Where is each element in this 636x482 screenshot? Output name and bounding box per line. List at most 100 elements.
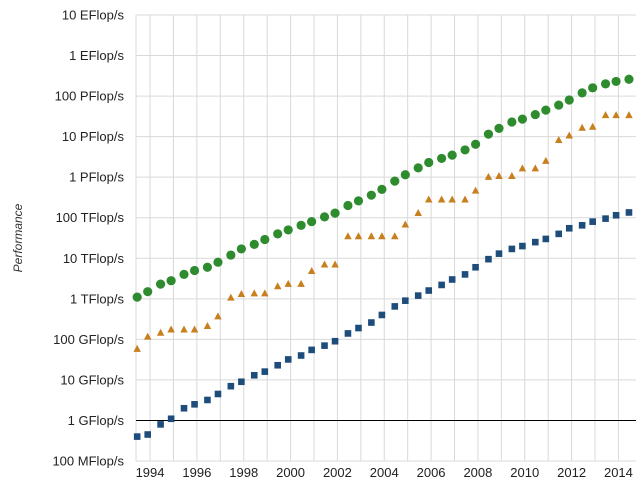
data-point-square xyxy=(167,415,175,423)
data-point-square xyxy=(144,431,152,438)
series-square xyxy=(133,209,633,440)
data-point-triangle xyxy=(448,195,456,203)
data-point-circle xyxy=(213,257,223,267)
data-point-square xyxy=(238,378,245,386)
data-point-square xyxy=(402,297,409,304)
data-point-triangle xyxy=(331,260,339,268)
data-point-triangle xyxy=(508,172,516,180)
x-axis-tick-labels: 1994 1996 1998 2000 2002 2004 2006 2008 2010 2012… xyxy=(136,465,633,480)
data-point-square xyxy=(461,271,469,278)
data-point-square xyxy=(344,330,352,337)
series-triangle xyxy=(133,111,633,352)
data-point-square xyxy=(625,209,633,216)
data-point-triangle xyxy=(354,232,363,240)
data-point-circle xyxy=(132,292,142,302)
data-point-triangle xyxy=(237,290,246,298)
data-point-circle xyxy=(483,129,494,139)
y-tick-label: 100 PFlop/s xyxy=(55,89,125,104)
data-point-circle xyxy=(437,153,447,164)
data-point-triangle xyxy=(531,164,540,172)
y-axis-title: Performance xyxy=(11,203,25,272)
data-point-circle xyxy=(611,76,621,87)
x-tick-label: 2004 xyxy=(370,465,399,480)
data-point-circle xyxy=(236,244,246,254)
data-point-square xyxy=(284,356,292,363)
data-point-square xyxy=(589,218,596,225)
data-point-triangle xyxy=(414,208,422,216)
data-point-square xyxy=(448,276,456,283)
data-point-circle xyxy=(307,217,317,227)
x-tick-label: 2012 xyxy=(557,465,586,480)
data-point-circle xyxy=(343,200,353,211)
y-tick-label: 100 MFlop/s xyxy=(52,454,124,469)
series-circle xyxy=(132,74,634,302)
data-point-square xyxy=(485,255,492,263)
data-point-triangle xyxy=(554,135,563,143)
data-point-triangle xyxy=(167,325,175,333)
data-point-triangle xyxy=(437,195,446,203)
x-tick-label: 2006 xyxy=(417,465,446,480)
data-point-triangle xyxy=(495,172,503,180)
y-tick-label: 1 GFlop/s xyxy=(68,413,125,428)
data-point-square xyxy=(250,371,258,379)
data-point-triangle xyxy=(227,293,235,301)
data-point-triangle xyxy=(297,279,305,287)
x-tick-label: 2010 xyxy=(510,465,539,480)
data-point-triangle xyxy=(180,325,188,333)
data-point-square xyxy=(321,342,328,349)
data-point-square xyxy=(204,396,211,404)
data-point-square xyxy=(542,235,550,243)
data-point-circle xyxy=(273,229,283,239)
data-point-circle xyxy=(517,114,528,124)
data-point-square xyxy=(612,211,620,219)
data-point-triangle xyxy=(190,325,199,333)
data-point-triangle xyxy=(143,332,152,340)
data-point-circle xyxy=(413,163,423,173)
data-point-triangle xyxy=(261,289,269,297)
data-point-triangle xyxy=(344,232,352,240)
data-point-square xyxy=(261,368,269,375)
x-tick-label: 2000 xyxy=(276,465,305,480)
x-tick-label: 1994 xyxy=(136,465,165,480)
data-point-circle xyxy=(624,74,634,84)
data-point-circle xyxy=(283,225,293,235)
data-point-triangle xyxy=(484,172,493,180)
data-point-circle xyxy=(541,105,551,115)
data-point-circle xyxy=(330,208,340,218)
data-point-square xyxy=(495,250,503,257)
data-point-square xyxy=(425,287,433,294)
data-point-square xyxy=(519,242,526,250)
data-point-square xyxy=(227,382,235,390)
data-point-square xyxy=(180,404,188,412)
y-tick-label: 100 TFlop/s xyxy=(56,210,125,225)
data-point-circle xyxy=(166,276,176,286)
data-point-triangle xyxy=(367,232,376,240)
data-point-triangle xyxy=(588,122,597,130)
data-point-triangle xyxy=(156,328,165,336)
data-point-circle xyxy=(564,95,574,105)
data-point-square xyxy=(133,433,141,440)
data-point-triangle xyxy=(250,289,259,297)
x-tick-label: 1996 xyxy=(182,465,211,480)
data-point-square xyxy=(214,390,222,398)
data-point-square xyxy=(274,361,281,369)
x-tick-label: 1998 xyxy=(229,465,258,480)
data-point-square xyxy=(297,352,305,359)
y-tick-label: 10 EFlop/s xyxy=(62,8,125,23)
data-point-circle xyxy=(249,239,259,249)
data-point-circle xyxy=(494,123,504,133)
data-point-triangle xyxy=(612,111,620,119)
data-point-triangle xyxy=(601,111,610,119)
data-point-triangle xyxy=(214,312,222,320)
data-point-square xyxy=(191,401,198,408)
data-point-square xyxy=(555,230,563,238)
data-point-triangle xyxy=(284,279,292,287)
y-tick-label: 1 PFlop/s xyxy=(69,170,124,185)
data-point-triangle xyxy=(461,195,469,203)
x-tick-label: 2014 xyxy=(604,465,633,480)
y-axis-tick-labels: 100 MFlop/s 1 GFlop/s 10 GFlop/s 100 GFlop/… xyxy=(52,8,124,469)
x-tick-label: 2008 xyxy=(463,465,492,480)
data-point-square xyxy=(472,263,479,271)
data-point-square xyxy=(565,224,573,232)
